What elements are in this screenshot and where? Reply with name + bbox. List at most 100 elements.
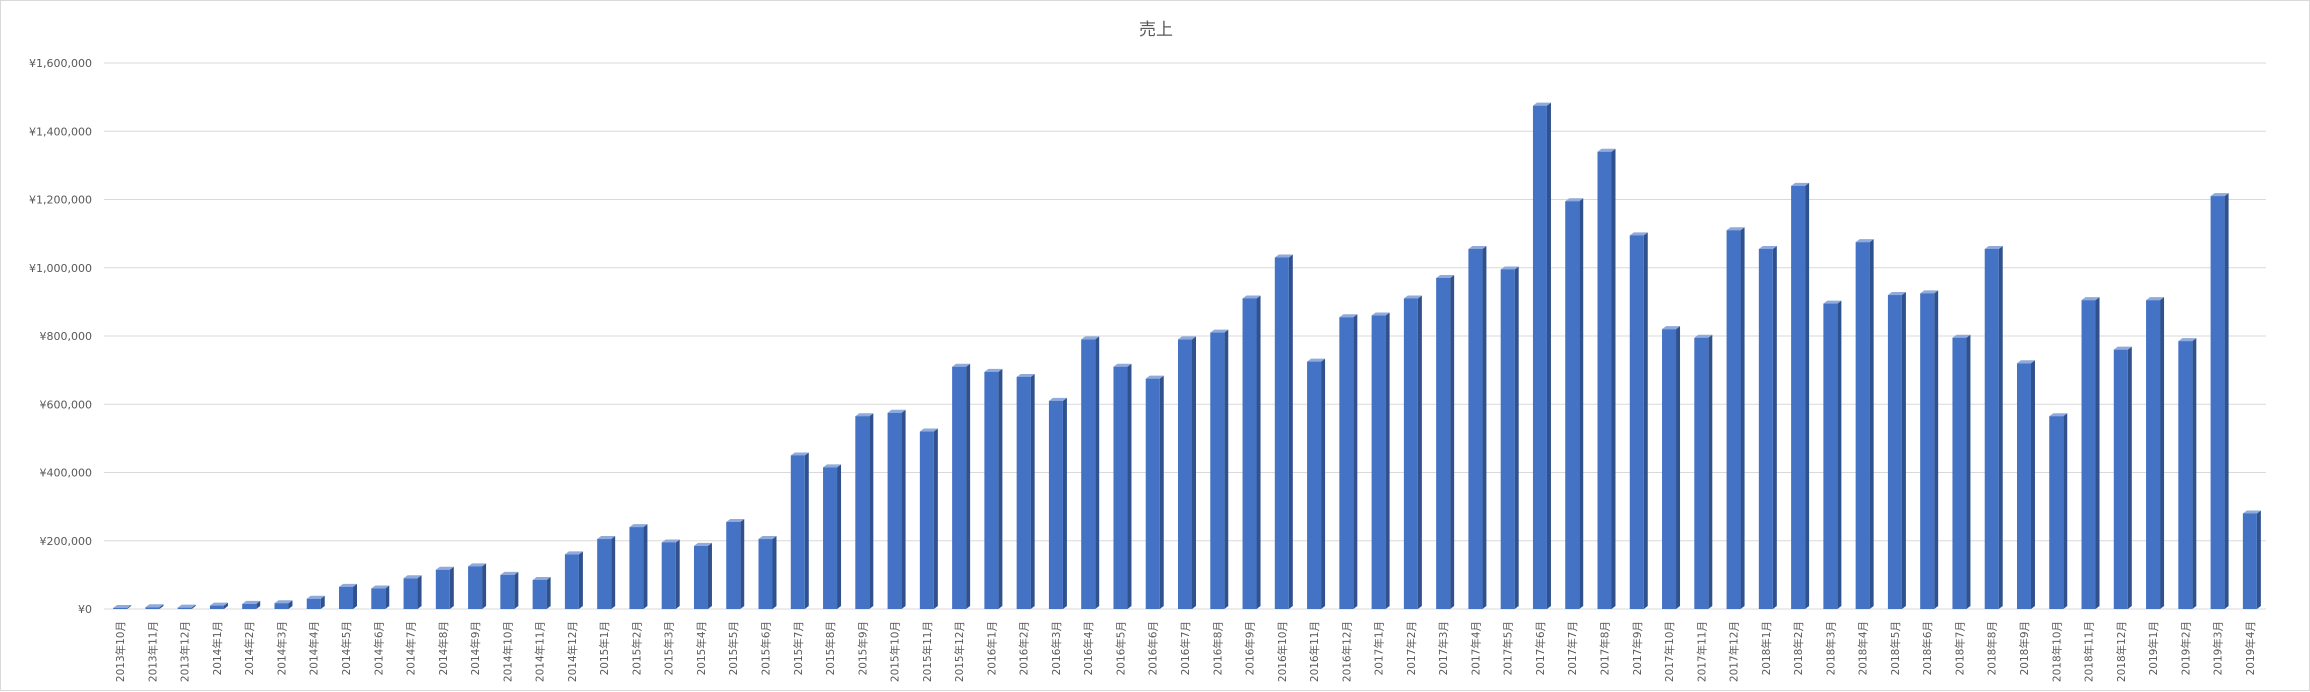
bar-side <box>1772 245 1777 609</box>
bar <box>1855 242 1870 609</box>
bar <box>1629 235 1644 610</box>
bar-top <box>1597 148 1616 152</box>
bar-side <box>1837 300 1842 609</box>
x-tick-label: 2015年7月 <box>792 621 805 675</box>
bar-side <box>1546 102 1551 609</box>
bar-top <box>823 464 842 468</box>
bar <box>1145 378 1160 609</box>
bar-side <box>2224 193 2229 609</box>
y-tick-label: ¥0 <box>78 603 92 616</box>
x-tick-label: 2014年11月 <box>534 621 547 682</box>
bar-side <box>1030 373 1035 609</box>
x-tick-label: 2018年2月 <box>1792 621 1805 675</box>
bar-top <box>339 583 358 587</box>
bar <box>1371 315 1386 609</box>
bar-side <box>1579 198 1584 610</box>
bar-side <box>1095 336 1100 609</box>
bar-top <box>1081 336 1100 340</box>
bar-side <box>1934 290 1939 609</box>
bar <box>1307 361 1322 609</box>
bar-side <box>1159 375 1164 609</box>
x-tick-label: 2019年2月 <box>2179 621 2192 675</box>
bar-top <box>1662 326 1681 330</box>
bar <box>597 539 612 609</box>
bar <box>790 455 805 609</box>
x-tick-label: 2015年12月 <box>953 621 966 682</box>
bar-side <box>2192 338 2197 609</box>
bar <box>1468 248 1483 609</box>
bar-side <box>772 536 777 609</box>
x-tick-label: 2018年1月 <box>1760 621 1773 675</box>
bar <box>532 579 547 609</box>
bar-side <box>385 585 390 609</box>
bar <box>2113 349 2128 609</box>
bar-top <box>1629 232 1648 236</box>
bar-top <box>1500 266 1519 270</box>
bar-top <box>113 604 132 608</box>
bar-top <box>306 595 325 599</box>
bar-top <box>564 551 583 555</box>
bar-side <box>1966 334 1971 609</box>
bar-side <box>578 551 583 609</box>
bar <box>1597 151 1612 609</box>
bar <box>1178 339 1192 609</box>
x-tick-label: 2017年12月 <box>1728 621 1741 682</box>
bar-side <box>1482 245 1487 609</box>
bar-side <box>417 575 422 609</box>
bar <box>1823 303 1838 609</box>
bar-side <box>1805 182 1810 609</box>
x-tick-label: 2017年9月 <box>1631 621 1644 675</box>
bar-side <box>643 524 648 609</box>
bar <box>1210 332 1225 609</box>
bar-top <box>1274 254 1293 258</box>
x-tick-label: 2015年11月 <box>921 621 934 682</box>
bar-top <box>2146 297 2165 301</box>
bar <box>306 598 321 609</box>
bar <box>435 569 450 609</box>
bar-side <box>1385 312 1390 609</box>
x-tick-label: 2013年12月 <box>179 621 192 682</box>
bar-top <box>403 575 422 579</box>
bar-side <box>1740 227 1745 609</box>
x-tick-label: 2015年10月 <box>889 621 902 682</box>
y-tick-label: ¥1,400,000 <box>29 125 92 138</box>
x-tick-label: 2017年2月 <box>1405 621 1418 675</box>
bar-side <box>611 536 616 609</box>
bar-top <box>177 604 196 608</box>
bar <box>887 412 902 609</box>
bar-side <box>256 600 261 609</box>
x-tick-label: 2014年2月 <box>243 621 256 675</box>
bar <box>661 542 676 609</box>
x-tick-label: 2016年2月 <box>1018 621 1031 675</box>
x-tick-label: 2014年12月 <box>566 621 579 682</box>
x-tick-label: 2018年12月 <box>2115 621 2128 682</box>
x-tick-label: 2016年7月 <box>1179 621 1192 675</box>
bar-top <box>468 563 487 567</box>
x-tick-label: 2017年6月 <box>1534 621 1547 675</box>
bar-top <box>952 363 971 367</box>
bar-top <box>2016 360 2035 364</box>
bar-top <box>887 409 906 413</box>
y-tick-label: ¥1,200,000 <box>29 194 92 207</box>
bar <box>952 366 967 609</box>
bar-side <box>901 409 906 609</box>
bar <box>823 467 838 609</box>
bar-top <box>1694 334 1713 338</box>
bar <box>2178 341 2193 609</box>
x-tick-label: 2014年7月 <box>405 621 418 675</box>
x-tick-label: 2019年3月 <box>2212 621 2225 675</box>
x-tick-label: 2014年9月 <box>469 621 482 675</box>
x-tick-label: 2016年11月 <box>1308 621 1321 682</box>
x-tick-label: 2017年11月 <box>1695 621 1708 682</box>
bar-side <box>514 571 519 609</box>
bar <box>1081 339 1096 609</box>
bar <box>1662 329 1677 609</box>
bar-top <box>1436 274 1455 278</box>
bar-top <box>1048 397 1067 401</box>
bar-side <box>804 452 809 609</box>
x-tick-label: 2018年7月 <box>1953 621 1966 675</box>
bar-side <box>191 604 196 609</box>
bar-side <box>353 583 358 609</box>
x-tick-label: 2018年6月 <box>1921 621 1934 675</box>
